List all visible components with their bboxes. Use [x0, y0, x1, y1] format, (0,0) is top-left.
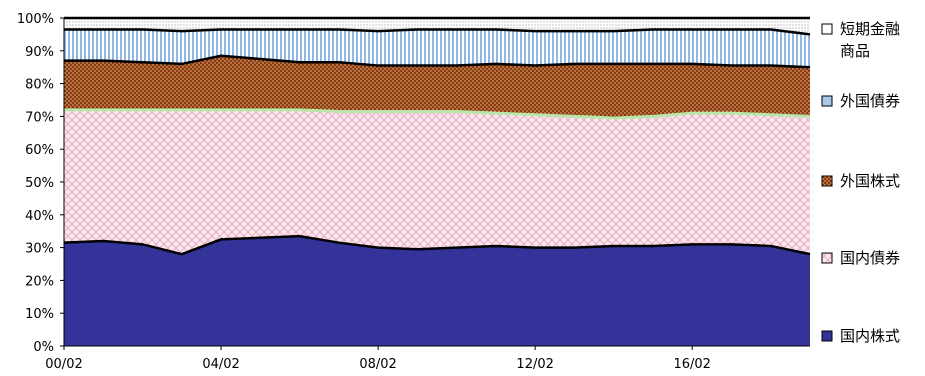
y-tick-label: 90%: [25, 45, 54, 60]
y-tick-label: 0%: [33, 340, 54, 355]
x-tick-label: 08/02: [359, 357, 396, 372]
legend-label: 外国債券: [840, 92, 900, 110]
y-tick-label: 60%: [25, 143, 54, 158]
area-foreign-stock: [64, 55, 810, 119]
x-tick-label: 16/02: [673, 357, 710, 372]
legend-swatch: [821, 23, 833, 35]
legend-swatch: [821, 330, 833, 342]
y-tick-label: 10%: [25, 307, 54, 322]
legend-swatch: [821, 252, 833, 264]
legend-item-foreign-stock: 外国株式: [821, 172, 900, 190]
y-tick-label: 40%: [25, 209, 54, 224]
y-tick-label: 80%: [25, 78, 54, 93]
boundary-line-domestic-stock: [63, 234, 811, 256]
x-tick-label: 12/02: [516, 357, 553, 372]
y-tick-label: 100%: [17, 12, 54, 27]
x-tick-label: 00/02: [45, 357, 82, 372]
legend-item-foreign-bond: 外国債券: [821, 92, 900, 110]
x-tick-label: 04/02: [202, 357, 239, 372]
y-tick-label: 50%: [25, 176, 54, 191]
area-domestic-bond: [64, 109, 810, 255]
legend-label: 外国株式: [840, 172, 900, 190]
boundary-line-foreign-bond: [64, 28, 811, 36]
area-foreign-bond: [64, 29, 810, 68]
legend-swatch: [821, 95, 833, 107]
legend-label: 短期金融: [840, 20, 900, 38]
y-tick-label: 30%: [25, 242, 54, 257]
y-tick-label: 70%: [25, 110, 54, 125]
legend-label: 商品: [840, 42, 870, 60]
legend-swatch: [821, 175, 833, 187]
y-tick-label: 20%: [25, 274, 54, 289]
legend-item-domestic-bond: 国内債券: [821, 249, 900, 267]
area-domestic-stock: [64, 236, 810, 346]
legend-item-domestic-stock: 国内株式: [821, 327, 900, 345]
legend-label: 国内株式: [840, 327, 900, 345]
boundary-line-domestic-bond: [64, 108, 811, 120]
legend-label: 国内債券: [840, 249, 900, 267]
boundary-line-foreign-stock: [64, 54, 811, 69]
